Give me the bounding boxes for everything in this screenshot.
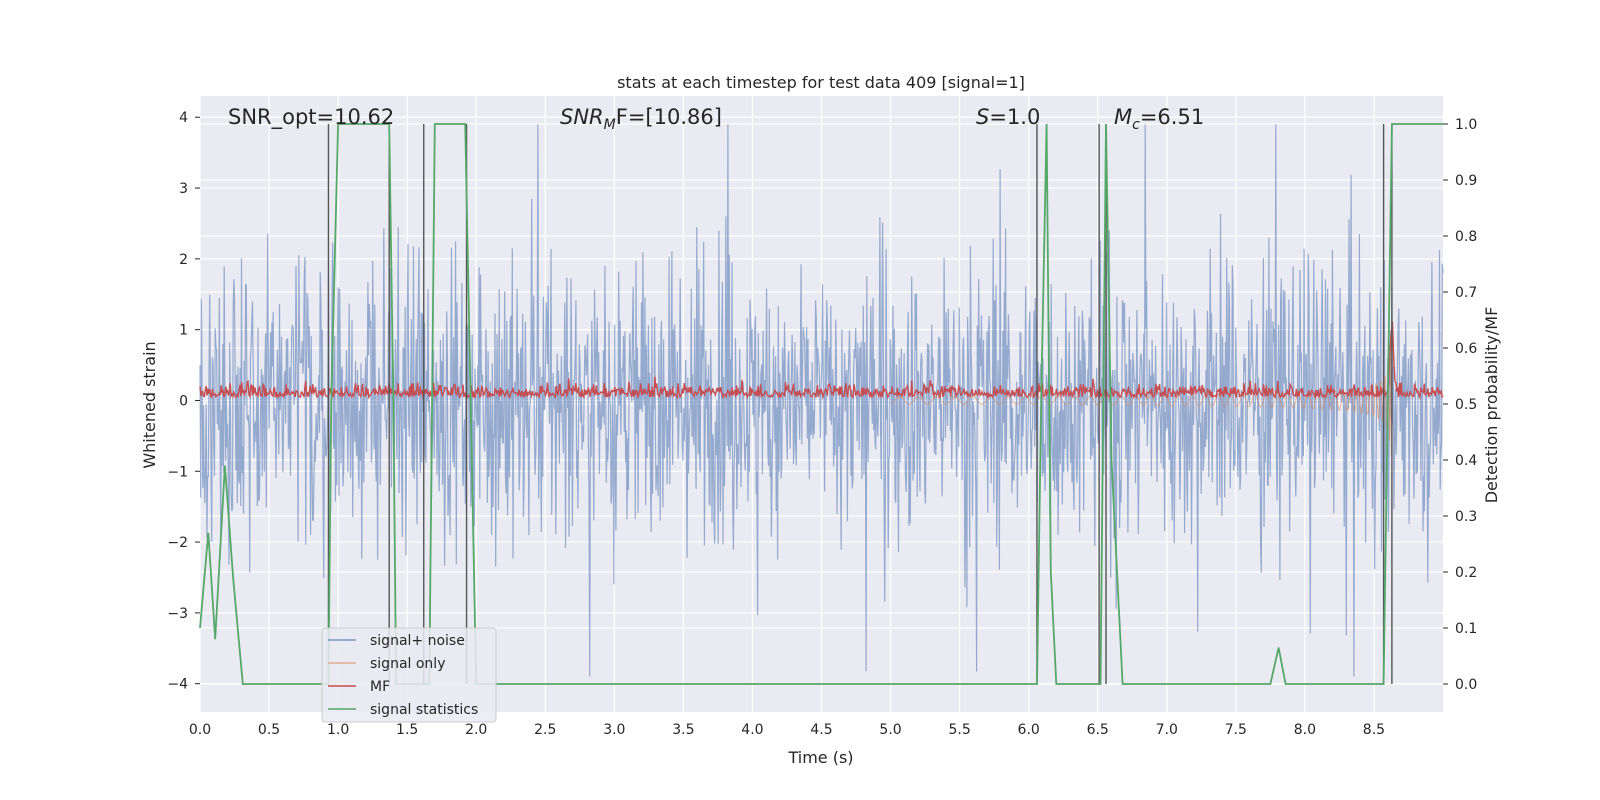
x-tick-label: 3.0 <box>603 722 625 738</box>
y-tick-label: 3 <box>179 181 188 197</box>
legend-label-signal-statistics: signal statistics <box>370 702 478 718</box>
x-axis-label: Time (s) <box>787 748 853 767</box>
y-right-tick-label: 0.2 <box>1455 565 1477 581</box>
x-tick-label: 1.0 <box>327 722 349 738</box>
signal-noise-series <box>199 124 1444 677</box>
annotation-s-main: S <box>976 105 989 129</box>
annotation-snr-opt: SNR_opt=10.62 <box>228 105 394 130</box>
y-tick-label: 0 <box>179 393 188 409</box>
annotation-mc-main: M <box>1114 105 1132 129</box>
y-tick-labels: 4 3 2 1 0 −1 −2 −3 −4 <box>167 110 200 693</box>
x-tick-label: 2.5 <box>534 722 556 738</box>
annotation-mc: Mc=6.51 <box>1114 105 1204 133</box>
x-tick-label: 2.0 <box>465 722 487 738</box>
y-tick-label: −4 <box>167 677 188 693</box>
x-tick-label: 8.0 <box>1294 722 1316 738</box>
y-right-axis-label: Detection probability/MF <box>1482 307 1501 504</box>
annotation-s-rest: =1.0 <box>989 105 1040 129</box>
x-tick-label: 7.0 <box>1156 722 1178 738</box>
y-tick-label: 2 <box>179 252 188 268</box>
signal-statistics-line <box>199 123 1443 685</box>
signal-noise-line <box>199 124 1444 677</box>
annotation-s: S=1.0 <box>976 105 1040 129</box>
x-tick-label: 4.5 <box>810 722 832 738</box>
y-axis-label: Whitened strain <box>140 341 159 468</box>
y-right-tick-label: 0.7 <box>1455 285 1477 301</box>
y-tick-label: −3 <box>167 606 188 622</box>
x-tick-label: 4.0 <box>741 722 763 738</box>
mf-series <box>199 321 1444 400</box>
y-tick-label: −2 <box>167 535 188 551</box>
y-right-tick-label: 0.5 <box>1455 397 1477 413</box>
y-tick-label: 1 <box>179 323 188 339</box>
y-right-tick-label: 0.8 <box>1455 229 1477 245</box>
legend-label-mf: MF <box>370 679 390 695</box>
y-right-tick-labels: 1.0 0.9 0.8 0.7 0.6 0.5 0.4 0.3 0.2 0.1 0.0 <box>1443 117 1477 693</box>
x-tick-label: 0.0 <box>189 722 211 738</box>
y-right-tick-label: 0.6 <box>1455 341 1477 357</box>
x-tick-labels: 0.0 0.5 1.0 1.5 2.0 2.5 3.0 3.5 4.0 4.5 5.0 5.5 6.0 6… <box>189 722 1385 738</box>
x-tick-label: 8.5 <box>1363 722 1385 738</box>
x-tick-label: 6.0 <box>1018 722 1040 738</box>
x-tick-label: 5.0 <box>879 722 901 738</box>
x-tick-label: 3.5 <box>672 722 694 738</box>
x-tick-label: 5.5 <box>948 722 970 738</box>
legend-label-signal-noise: signal+ noise <box>370 633 465 649</box>
x-tick-label: 1.5 <box>396 722 418 738</box>
y-tick-label: 4 <box>179 110 188 126</box>
annotation-mc-rest: =6.51 <box>1140 105 1204 129</box>
signal-statistics-series <box>199 123 1443 685</box>
x-tick-label: 0.5 <box>258 722 280 738</box>
legend-box <box>321 627 497 723</box>
y-right-tick-label: 1.0 <box>1455 117 1477 133</box>
y-right-tick-label: 0.9 <box>1455 173 1477 189</box>
annotation-snr-mf: SNRMF=[10.86] <box>560 105 722 133</box>
y-right-tick-label: 0.4 <box>1455 453 1477 469</box>
y-right-tick-label: 0.3 <box>1455 509 1477 525</box>
annotation-snr-mf-main: SNR <box>560 105 604 129</box>
annotation-mc-sub: c <box>1132 117 1140 133</box>
x-tick-label: 7.5 <box>1225 722 1247 738</box>
y-right-tick-label: 0.0 <box>1455 677 1477 693</box>
x-tick-label: 6.5 <box>1087 722 1109 738</box>
y-right-tick-label: 0.1 <box>1455 621 1477 637</box>
annotation-snr-mf-rest: F=[10.86] <box>616 105 722 129</box>
legend: signal+ noise signal only MF signal stat… <box>321 627 497 723</box>
annotation-snr-mf-sub: M <box>604 117 616 133</box>
chart-title: stats at each timestep for test data 409… <box>617 73 1025 92</box>
y-tick-label: −1 <box>167 464 188 480</box>
mf-line <box>199 321 1444 400</box>
legend-label-signal-only: signal only <box>370 656 445 672</box>
